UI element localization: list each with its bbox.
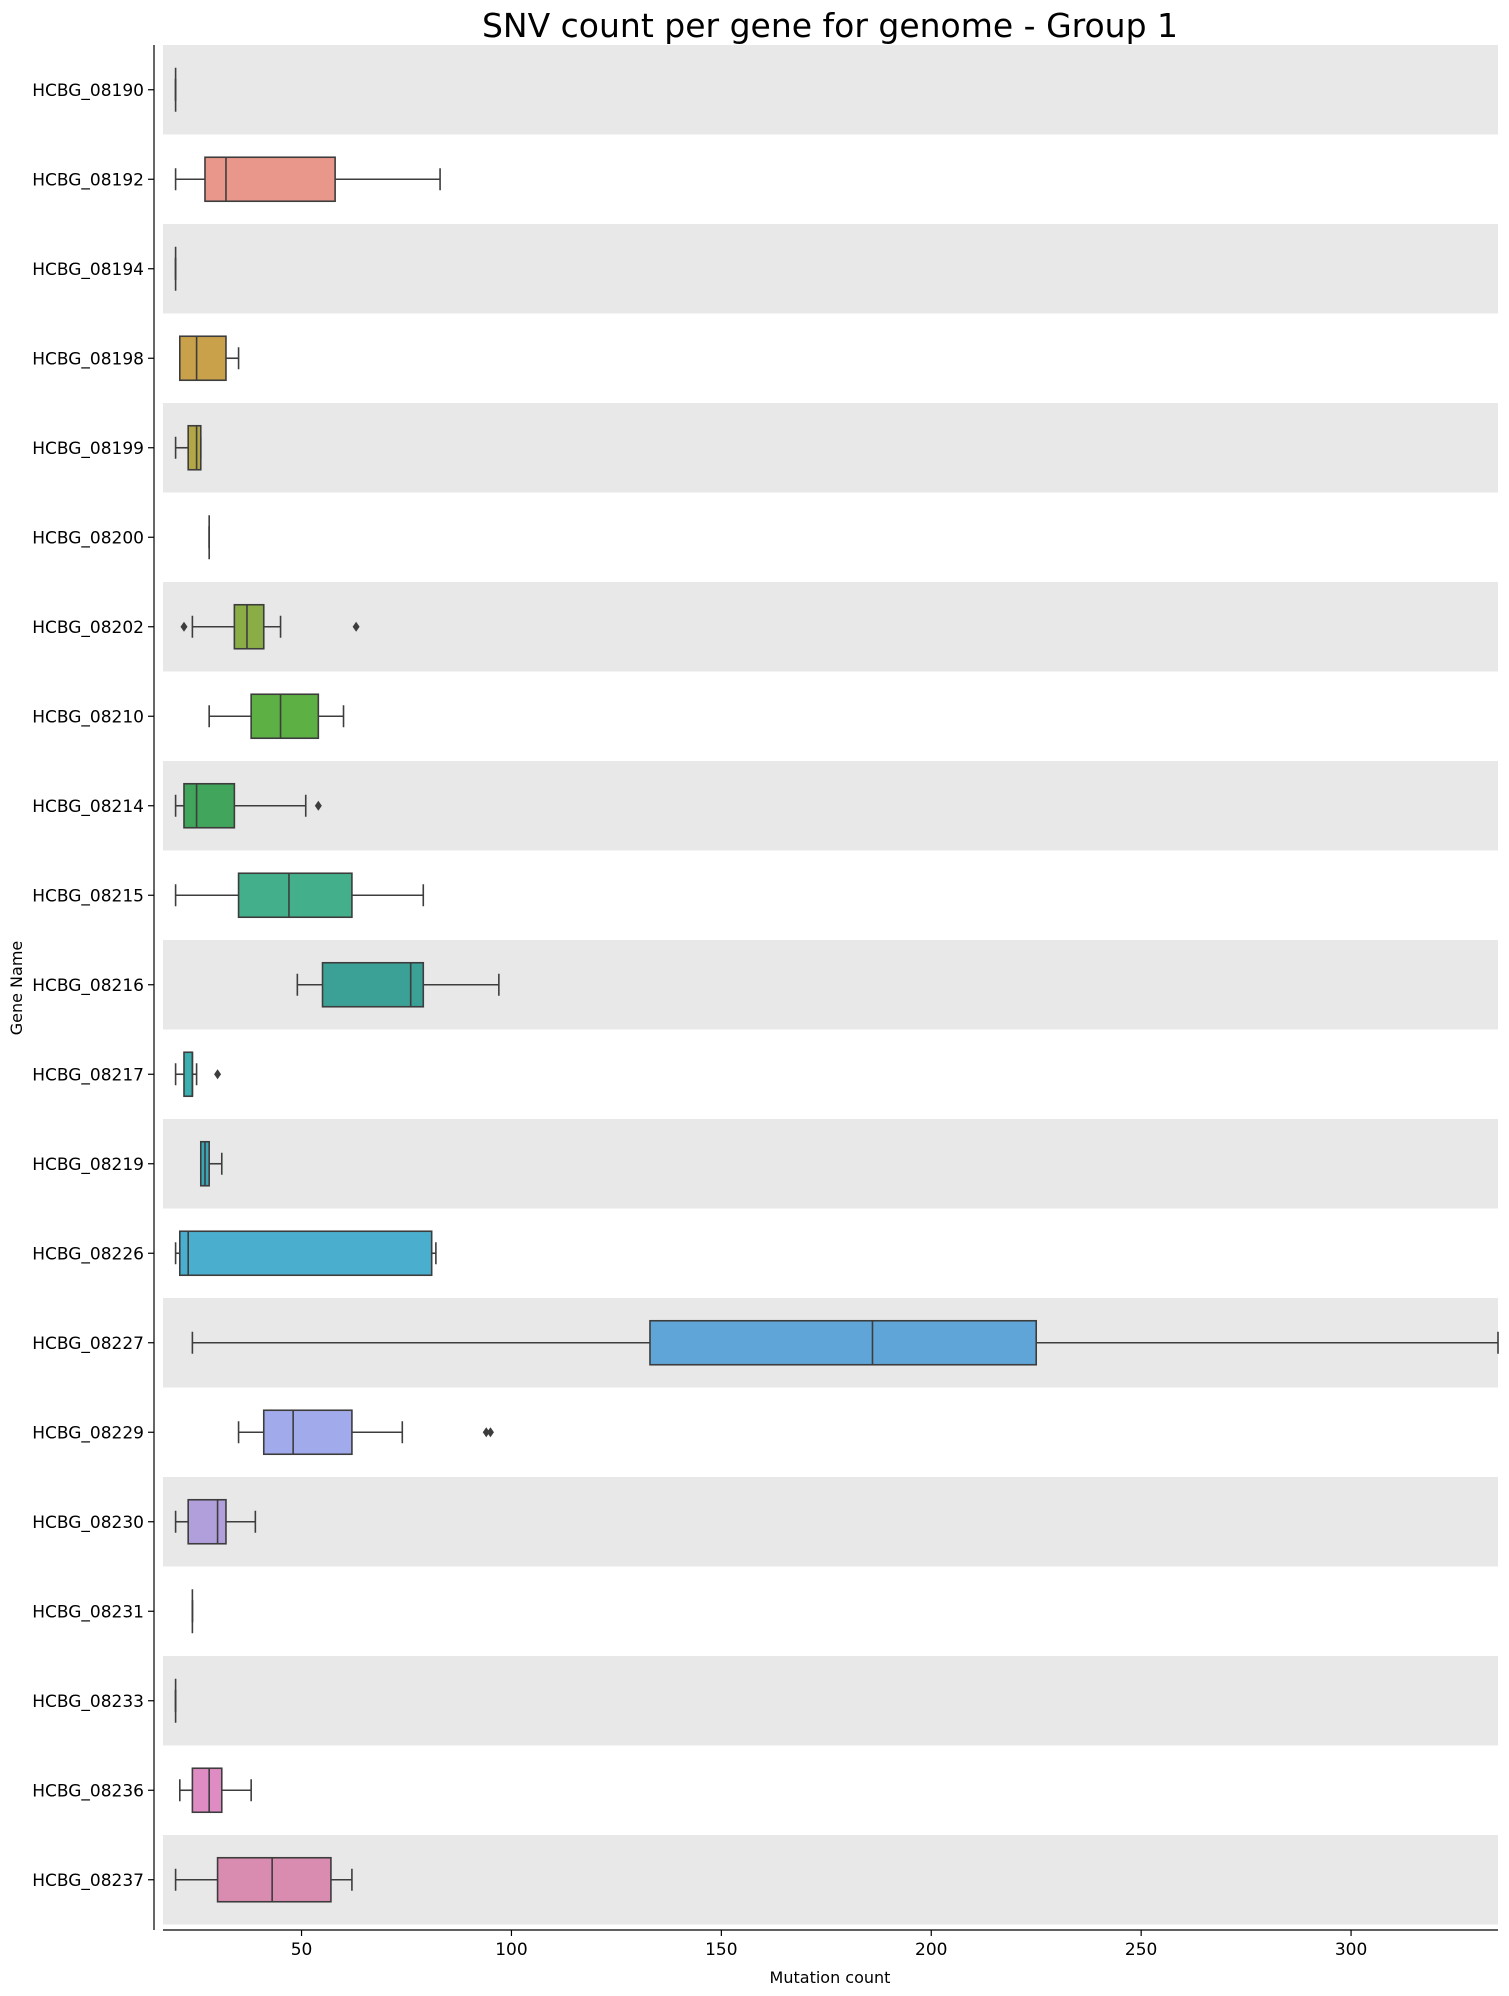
y-tick-label: HCBG_08194 — [32, 260, 144, 280]
y-tick-label: HCBG_08216 — [32, 976, 144, 996]
y-tick-label: HCBG_08236 — [32, 1781, 144, 1801]
chart-title: SNV count per gene for genome - Group 1 — [482, 6, 1178, 45]
box-group — [199, 1140, 223, 1187]
box-iqr — [649, 1319, 1038, 1366]
box-group — [174, 1856, 353, 1903]
box-group — [174, 782, 322, 829]
x-tick-label: 250 — [1125, 1940, 1157, 1960]
x-tick-label: 150 — [705, 1940, 737, 1960]
y-tick-label: HCBG_08230 — [32, 1513, 144, 1533]
box-group — [180, 603, 360, 650]
y-tick-label: HCBG_08229 — [32, 1423, 144, 1443]
outlier-point — [486, 1427, 494, 1438]
row-band — [163, 582, 1498, 672]
box-iqr — [237, 872, 353, 919]
box-group — [174, 872, 425, 919]
box-series — [174, 67, 1499, 1903]
y-tick-label: HCBG_08219 — [32, 1155, 144, 1175]
y-tick-label: HCBG_08233 — [32, 1692, 144, 1712]
outlier-point — [214, 1069, 222, 1080]
box-iqr — [187, 1498, 227, 1545]
box-group — [208, 693, 345, 740]
box-group — [237, 1409, 494, 1456]
x-axis-label: Mutation count — [770, 1968, 891, 1987]
y-tick-label: HCBG_08227 — [32, 1334, 144, 1354]
box-group — [174, 1498, 257, 1545]
y-tick-label: HCBG_08202 — [32, 618, 144, 638]
x-tick-label: 200 — [915, 1940, 947, 1960]
y-tick-label: HCBG_08231 — [32, 1602, 144, 1622]
box-iqr — [183, 1051, 194, 1098]
y-tick-label: HCBG_08210 — [32, 707, 144, 727]
outlier-point — [352, 621, 360, 632]
row-band — [163, 45, 1498, 135]
box-iqr — [250, 693, 320, 740]
box-group — [174, 1230, 437, 1277]
y-axis-label: Gene Name — [7, 941, 26, 1036]
box-group — [174, 424, 202, 471]
y-tick-label: HCBG_08190 — [32, 81, 144, 101]
box-iqr — [183, 782, 236, 829]
row-band — [163, 1835, 1498, 1925]
box-iqr — [321, 961, 425, 1008]
x-tick-label: 50 — [291, 1940, 313, 1960]
box-iqr — [178, 1230, 433, 1277]
box-group — [191, 1319, 1499, 1366]
axes: HCBG_08190 HCBG_08192 HCBG_08194 HCBG_08198… — [32, 45, 1498, 1960]
outlier-point — [482, 1427, 490, 1438]
row-band — [163, 761, 1498, 851]
y-tick-label: HCBG_08198 — [32, 349, 144, 369]
y-tick-label: HCBG_08199 — [32, 439, 144, 459]
row-bands — [163, 45, 1498, 1925]
y-tick-label: HCBG_08200 — [32, 528, 144, 548]
outlier-point — [314, 800, 322, 811]
box-iqr — [187, 424, 202, 471]
row-band — [163, 1477, 1498, 1567]
box-group — [174, 1051, 222, 1098]
y-tick-label: HCBG_08215 — [32, 886, 144, 906]
box-group — [178, 1767, 252, 1814]
box-iqr — [204, 156, 336, 203]
box-group — [296, 961, 500, 1008]
y-tick-label: HCBG_08217 — [32, 1065, 144, 1085]
box-iqr — [262, 1409, 353, 1456]
x-tick-label: 300 — [1335, 1940, 1367, 1960]
box-iqr — [191, 1767, 223, 1814]
outlier-point — [180, 621, 188, 632]
y-tick-label: HCBG_08214 — [32, 797, 144, 817]
row-band — [163, 1119, 1498, 1209]
box-group — [174, 156, 441, 203]
row-band — [163, 224, 1498, 314]
row-band — [163, 1656, 1498, 1746]
box-iqr — [216, 1856, 332, 1903]
box-iqr — [233, 603, 265, 650]
y-tick-label: HCBG_08226 — [32, 1244, 144, 1264]
y-tick-label: HCBG_08192 — [32, 170, 144, 190]
box-group — [178, 335, 240, 382]
x-tick-label: 100 — [495, 1940, 527, 1960]
row-band — [163, 403, 1498, 493]
box-iqr — [178, 335, 227, 382]
y-tick-label: HCBG_08237 — [32, 1871, 144, 1891]
